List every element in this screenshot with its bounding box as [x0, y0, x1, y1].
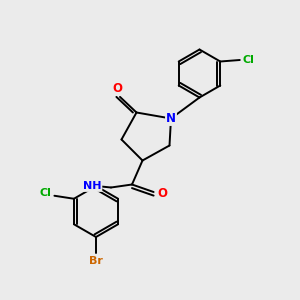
Text: O: O	[112, 82, 122, 95]
Text: Br: Br	[89, 256, 103, 266]
Text: Cl: Cl	[243, 55, 255, 65]
Text: NH: NH	[83, 181, 101, 191]
Text: O: O	[157, 187, 167, 200]
Text: N: N	[166, 112, 176, 125]
Text: Cl: Cl	[40, 188, 51, 198]
